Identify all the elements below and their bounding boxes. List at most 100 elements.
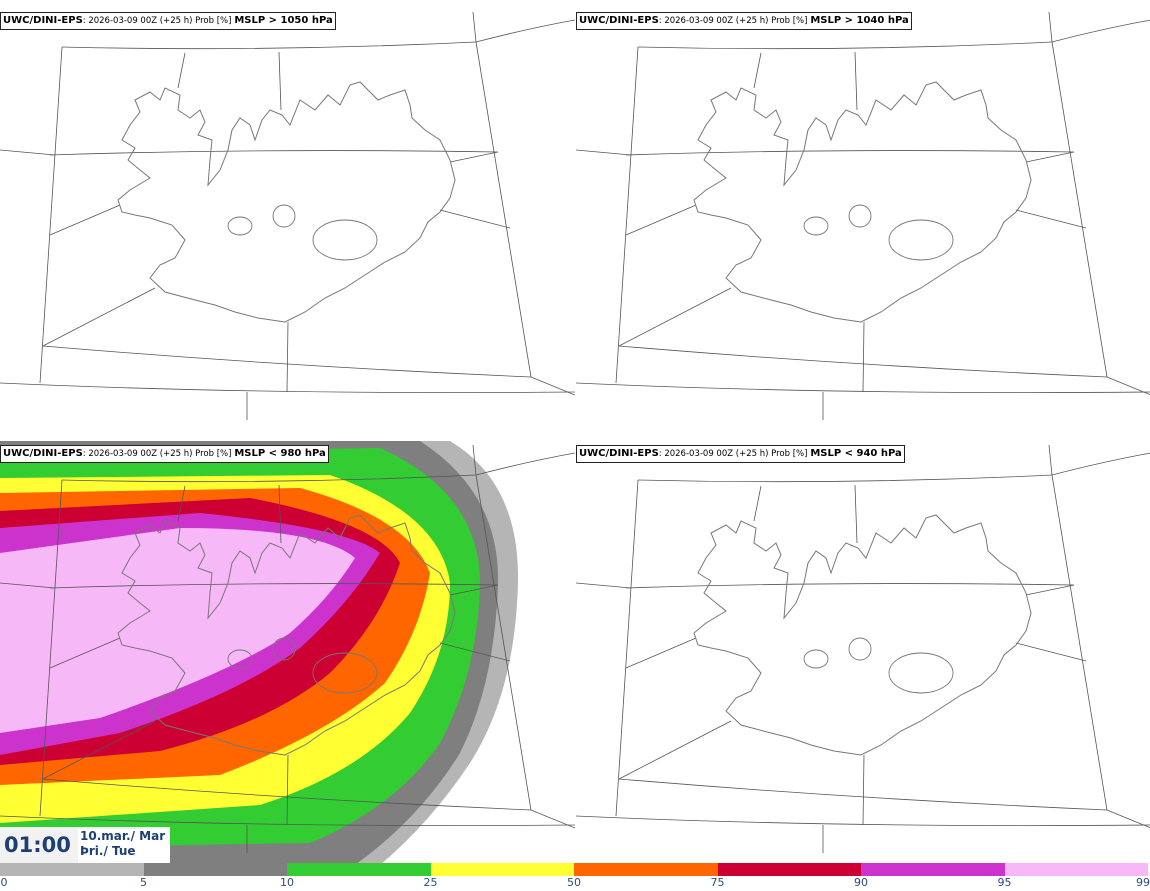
colorbar-segment — [1004, 863, 1148, 876]
colorbar-segment — [287, 863, 431, 876]
graticule-line — [449, 584, 499, 596]
colorbar-tick-label: 50 — [567, 876, 581, 889]
colorbar-tick-label: 75 — [710, 876, 725, 889]
glacier-outline — [272, 637, 296, 661]
coastline — [693, 81, 1032, 323]
graticule-line — [472, 444, 477, 476]
glacier-outline — [848, 637, 872, 661]
graticule-line — [475, 41, 532, 378]
glacier-outline — [888, 652, 954, 694]
graticule-line — [637, 474, 1053, 483]
graticule-line — [177, 52, 186, 89]
graticule-line — [615, 46, 639, 384]
graticule-line — [637, 41, 1053, 50]
glacier-outline — [848, 204, 872, 228]
panel-title-1050: UWC/DINI-EPS: 2026-03-09 00Z (+25 h) Pro… — [0, 12, 336, 30]
graticule-line — [286, 754, 289, 826]
graticule-line — [0, 382, 575, 393]
model-name: UWC/DINI-EPS — [3, 448, 83, 459]
glacier-outline — [312, 652, 378, 694]
graticule-line — [576, 582, 632, 589]
graticule-line — [618, 778, 1108, 811]
graticule-line — [618, 720, 732, 780]
graticule-line — [618, 345, 1108, 378]
run-info: : 2026-03-09 00Z (+25 h) Prob [%] — [658, 16, 808, 26]
graticule-line — [1106, 376, 1150, 396]
graticule-line — [1048, 11, 1053, 43]
graticule-line — [278, 51, 282, 111]
graticule-line — [576, 149, 632, 156]
graticule-line — [625, 583, 1075, 589]
graticule-line — [39, 479, 63, 817]
colorbar-segment — [717, 863, 861, 876]
glacier-outline — [312, 219, 378, 261]
graticule-line — [475, 452, 575, 476]
graticule-line — [49, 150, 499, 156]
graticule-line — [177, 485, 186, 522]
graticule-line — [475, 474, 532, 811]
probability-colorbar: 0 5 10 25 50 75 90 95 99 — [0, 863, 1150, 891]
graticule-line — [49, 204, 121, 236]
graticule-line — [1025, 584, 1075, 596]
model-name: UWC/DINI-EPS — [579, 448, 659, 459]
coastline — [117, 514, 456, 756]
graticule-line — [439, 209, 511, 229]
graticule-line — [753, 485, 762, 522]
graticule-line — [530, 809, 575, 829]
colorbar-segment — [0, 863, 144, 876]
basemap-980 — [0, 441, 575, 865]
colorbar-tick-label: 95 — [997, 876, 1012, 889]
model-name: UWC/DINI-EPS — [3, 15, 83, 26]
colorbar-segment — [861, 863, 1005, 876]
graticule-line — [475, 19, 575, 43]
colorbar-segment — [430, 863, 574, 876]
graticule-line — [1048, 444, 1053, 476]
graticule-line — [0, 149, 56, 156]
graticule-line — [1051, 19, 1150, 43]
graticule-line — [854, 51, 858, 111]
basemap-1040 — [576, 11, 1150, 420]
valid-date-box: 10.mar./ Mar Þri./ Tue — [78, 829, 170, 863]
threshold-label: MSLP > 1050 hPa — [234, 15, 333, 26]
run-info: : 2026-03-09 00Z (+25 h) Prob [%] — [658, 449, 808, 459]
threshold-label: MSLP < 980 hPa — [234, 448, 326, 459]
graticule-line — [854, 484, 858, 544]
glacier-outline — [227, 649, 253, 669]
graticule-line — [1015, 642, 1087, 662]
graticule-line — [576, 815, 1150, 826]
graticule-line — [1025, 151, 1075, 163]
colorbar-tick-label: 25 — [423, 876, 438, 889]
graticule-line — [530, 376, 575, 396]
glacier-outline — [803, 216, 829, 236]
colorbar-tick-label: 90 — [854, 876, 868, 889]
glacier-outline — [272, 204, 296, 228]
threshold-label: MSLP > 1040 hPa — [810, 15, 909, 26]
graticule-line — [472, 11, 477, 43]
glacier-outline — [888, 219, 954, 261]
map-panel-980: UWC/DINI-EPS: 2026-03-09 00Z (+25 h) Pro… — [0, 433, 575, 865]
graticule-line — [862, 754, 865, 826]
glacier-outline — [227, 216, 253, 236]
basemap-1050 — [0, 11, 575, 420]
colorbar-segment — [574, 863, 718, 876]
graticule-line — [439, 642, 511, 662]
graticule-line — [278, 484, 282, 544]
graticule-line — [1051, 474, 1108, 811]
graticule-line — [449, 151, 499, 163]
graticule-line — [0, 815, 575, 826]
valid-time-box: 01:00 10.mar./ Mar Þri./ Tue — [0, 827, 170, 863]
graticule-line — [1015, 209, 1087, 229]
graticule-line — [625, 150, 1075, 156]
map-panel-940: UWC/DINI-EPS: 2026-03-09 00Z (+25 h) Pro… — [576, 433, 1150, 865]
colorbar-tick-label: 5 — [140, 876, 147, 889]
valid-time: 01:00 — [4, 833, 71, 857]
model-name: UWC/DINI-EPS — [579, 15, 659, 26]
panel-title-940: UWC/DINI-EPS: 2026-03-09 00Z (+25 h) Pro… — [576, 445, 905, 463]
graticule-line — [576, 382, 1150, 393]
coastline — [693, 514, 1032, 756]
graticule-line — [862, 321, 865, 393]
run-info: : 2026-03-09 00Z (+25 h) Prob [%] — [82, 449, 232, 459]
valid-date: 10.mar./ Mar — [80, 829, 166, 843]
graticule-line — [625, 204, 697, 236]
graticule-line — [39, 46, 63, 384]
